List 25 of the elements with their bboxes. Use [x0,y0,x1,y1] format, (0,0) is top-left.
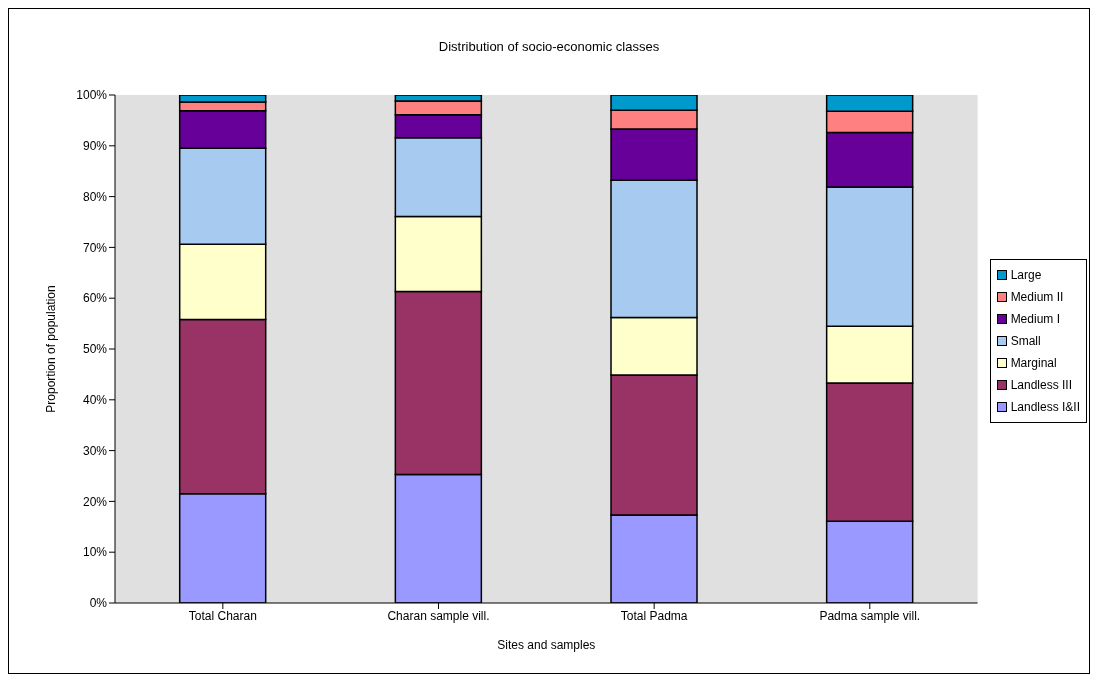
y-tick-label: 100% [76,88,108,103]
y-tick-label: 90% [82,139,108,154]
legend-label: Landless III [1010,378,1072,392]
legend-label: Landless I&II [1010,400,1080,414]
y-axis-title: Proportion of population [44,285,59,413]
x-tick-label: Padma sample vill. [819,608,921,623]
y-tick-label: 10% [82,545,108,560]
chart-title: Distribution of socio-economic classes [437,39,661,54]
y-tick-label: 20% [82,494,108,509]
legend-label: Medium I [1010,312,1060,326]
y-tick-label: 30% [82,443,108,458]
y-tick-label: 50% [82,342,108,357]
x-tick-label: Charan sample vill. [387,608,490,623]
y-tick-label: 60% [82,291,108,306]
x-axis-title: Sites and samples [497,638,596,652]
y-tick-label: 70% [82,240,108,255]
legend-label: Small [1010,334,1041,348]
x-tick-label: Total Padma [620,608,688,623]
legend-label: Medium II [1010,290,1064,304]
y-tick-label: 80% [82,189,108,204]
x-tick-label: Total Charan [188,608,257,623]
legend-label: Marginal [1010,356,1057,370]
y-tick-label: 40% [82,393,108,408]
legend-label: Large [1010,268,1042,282]
y-tick-label: 0% [89,596,108,611]
